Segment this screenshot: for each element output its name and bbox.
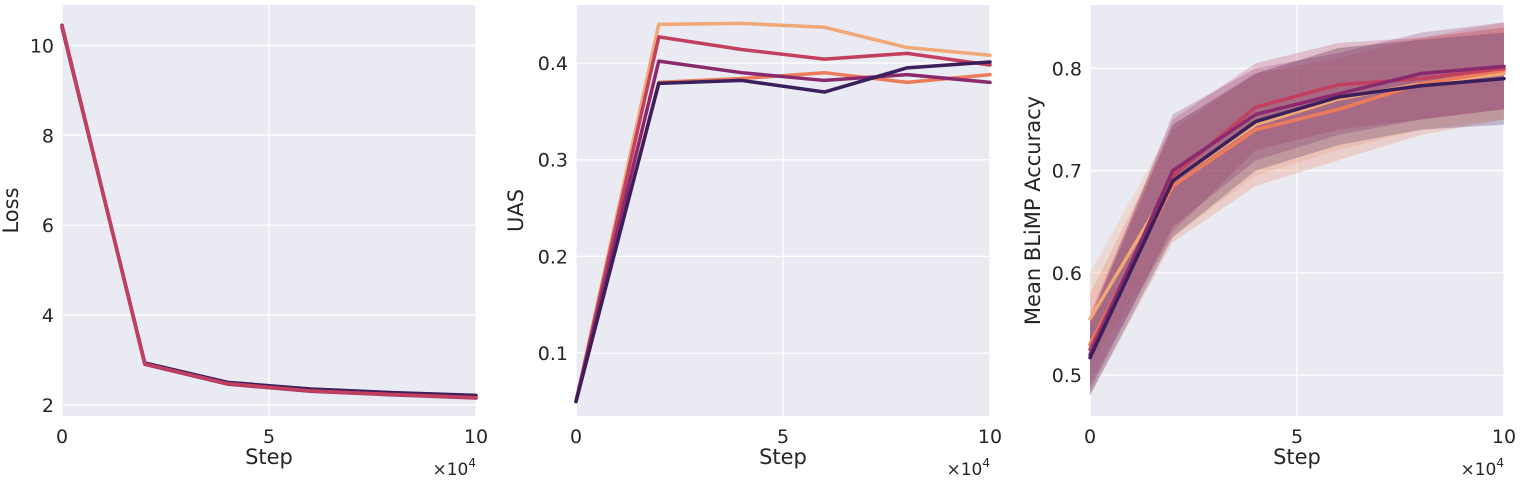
- x-tick-label: 0: [570, 426, 582, 448]
- y-tick-label: 0.3: [538, 150, 568, 172]
- chart-panel-2: 0 5 10 0.1 0.2 0.3 0.4 Step UAS ×104: [504, 5, 1002, 480]
- series-line-4: [574, 59, 992, 404]
- y-tick-label: 2: [42, 395, 54, 417]
- x-tick-label: 5: [1291, 426, 1303, 448]
- confidence-band-3: [1090, 27, 1504, 386]
- y-axis-label: Loss: [0, 187, 23, 233]
- series-line-3: [60, 24, 478, 400]
- y-tick-label: 0.2: [538, 246, 568, 268]
- y-tick-label: 0.1: [538, 343, 568, 365]
- y-tick-label: 8: [42, 125, 54, 147]
- x-axis-label: Step: [759, 445, 807, 469]
- y-tick-label: 4: [42, 305, 54, 327]
- y-tick-label: 0.6: [1052, 263, 1082, 285]
- x-axis-label: Step: [1273, 445, 1321, 469]
- confidence-band-2: [1090, 22, 1504, 396]
- confidence-band-5: [1090, 32, 1504, 396]
- series-line-5: [1088, 76, 1506, 360]
- x-axis-multiplier: ×104: [1460, 456, 1504, 480]
- y-tick-label: 6: [42, 215, 54, 237]
- series-line-2: [574, 35, 992, 404]
- y-tick-label: 0.7: [1052, 161, 1082, 183]
- y-axis-label: Mean BLiMP Accuracy: [1021, 96, 1045, 325]
- x-tick-label: 10: [978, 426, 1002, 448]
- x-tick-label: 10: [1492, 426, 1516, 448]
- x-tick-label: 5: [777, 426, 789, 448]
- y-axis-label: UAS: [504, 189, 528, 232]
- x-axis-multiplier: ×104: [946, 456, 990, 480]
- y-tick-label: 0.5: [1052, 365, 1082, 387]
- x-axis-label: Step: [245, 445, 293, 469]
- x-tick-label: 0: [56, 426, 68, 448]
- x-tick-label: 10: [464, 426, 488, 448]
- chart-panel-1: 0 5 10 2 4 6 8 10 Step Loss ×104: [0, 5, 488, 480]
- series-line-1: [574, 21, 992, 404]
- y-tick-label: 0.4: [538, 53, 568, 75]
- x-tick-label: 0: [1084, 426, 1096, 448]
- y-tick-label: 0.8: [1052, 58, 1082, 80]
- series-line-4: [1088, 64, 1506, 357]
- confidence-band-4: [1090, 22, 1504, 391]
- y-tick-label: 10: [30, 35, 54, 57]
- confidence-band-1: [1090, 27, 1504, 365]
- chart-panel-3: 0 5 10 0.5 0.6 0.7 0.8 Step Mean BLiMP Accuracy ×…: [1021, 5, 1516, 480]
- x-tick-label: 5: [263, 426, 275, 448]
- series-line-5: [574, 60, 992, 404]
- x-axis-multiplier: ×104: [432, 456, 476, 480]
